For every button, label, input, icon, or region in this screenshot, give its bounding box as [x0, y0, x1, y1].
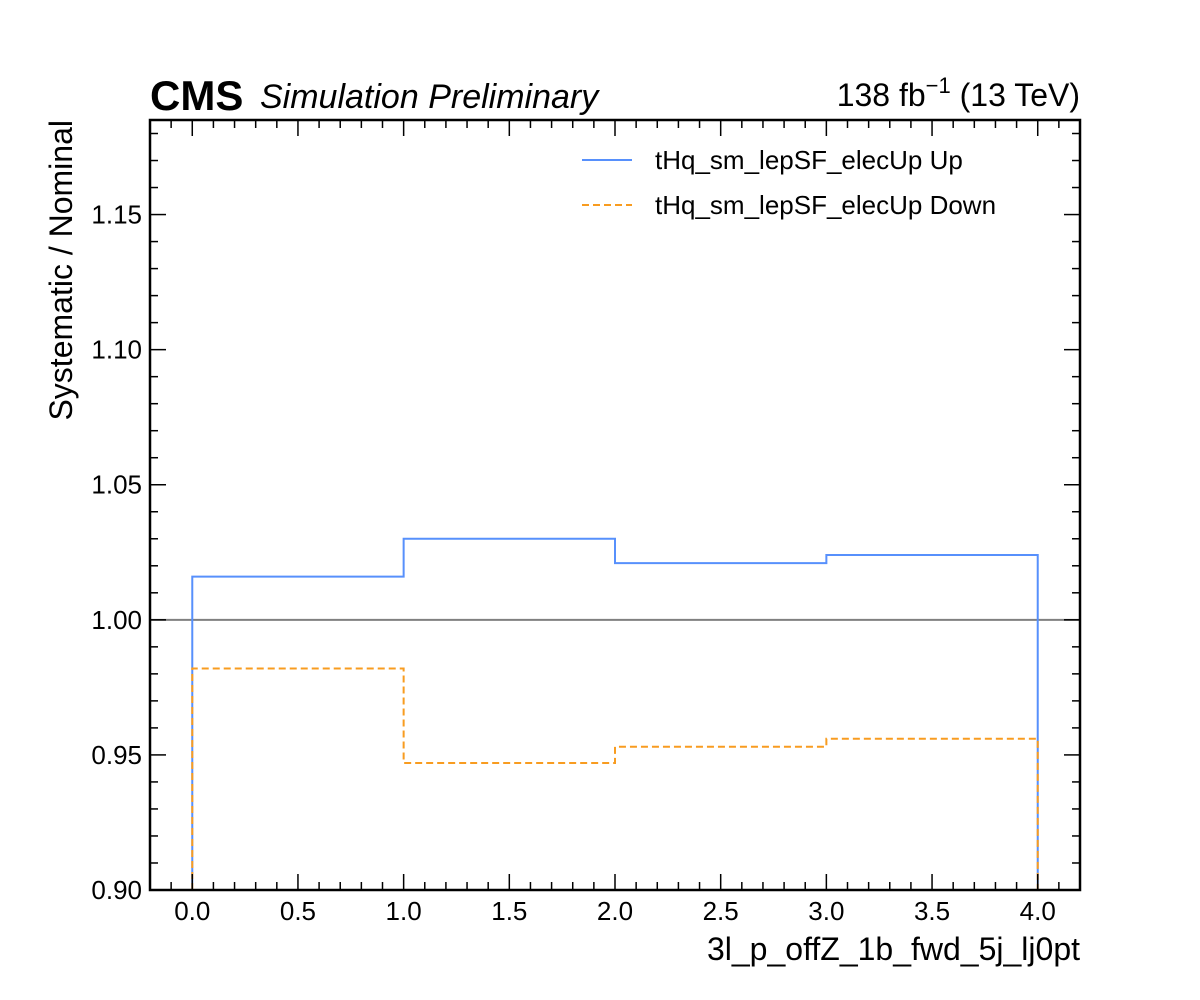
legend: tHq_sm_lepSF_elecUp Up tHq_sm_lepSF_elec… [582, 145, 996, 220]
lumi-label: 138 fb−1 (13 TeV) [837, 73, 1080, 113]
experiment-label: CMS [150, 72, 243, 119]
x-tick-label: 3.0 [808, 896, 844, 926]
plot-frame [148, 118, 1082, 892]
legend-label-up: tHq_sm_lepSF_elecUp Up [655, 145, 963, 175]
x-axis-label: 3l_p_offZ_1b_fwd_5j_lj0pt [707, 931, 1080, 967]
y-tick-label: 0.90 [91, 875, 142, 905]
y-tick-label: 1.10 [91, 335, 142, 365]
x-tick-label: 2.0 [597, 896, 633, 926]
series-down-line [191, 667, 1039, 890]
y-tick-label: 1.15 [91, 200, 142, 230]
y-axis-label: Systematic / Nominal [43, 120, 79, 421]
y-tick-label: 0.95 [91, 740, 142, 770]
x-tick-label: 0.0 [174, 896, 210, 926]
extra-label: Simulation Preliminary [260, 78, 600, 116]
x-tick-label: 3.5 [914, 896, 950, 926]
series-up-line [191, 537, 1039, 890]
lumi-exponent: −1 [926, 73, 951, 98]
plot-area [150, 537, 1080, 890]
x-tick-label: 1.5 [491, 896, 527, 926]
axis-ticks [150, 120, 1080, 891]
x-tick-labels: 0.0 0.5 1.0 1.5 2.0 2.5 3.0 3.5 4.0 [174, 896, 1056, 926]
x-tick-label: 4.0 [1020, 896, 1056, 926]
lumi-suffix: (13 TeV) [951, 77, 1080, 113]
x-tick-label: 1.0 [386, 896, 422, 926]
x-tick-label: 2.5 [703, 896, 739, 926]
y-tick-label: 1.00 [91, 605, 142, 635]
y-tick-labels: 0.90 0.95 1.00 1.05 1.10 1.15 [91, 200, 142, 905]
x-tick-label: 0.5 [280, 896, 316, 926]
y-tick-label: 1.05 [91, 470, 142, 500]
legend-label-down: tHq_sm_lepSF_elecUp Down [655, 190, 996, 220]
lumi-prefix: 138 fb [837, 77, 926, 113]
